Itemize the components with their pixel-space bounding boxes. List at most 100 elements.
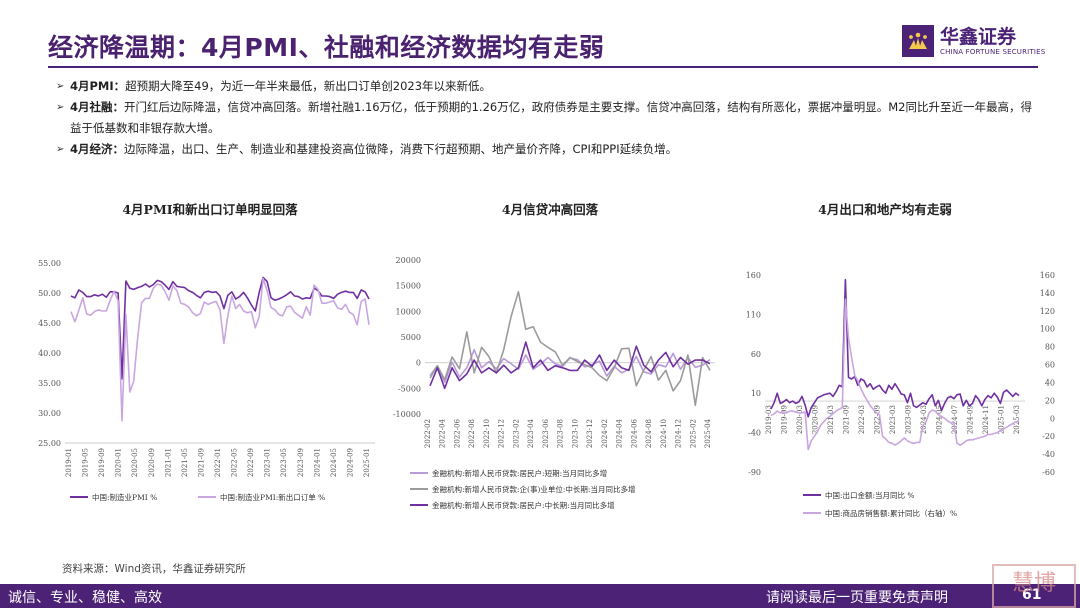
x-tick-label: 2024-01: [313, 448, 321, 477]
x-tick-label: 2024-05: [936, 405, 944, 434]
x-tick-label: 2022-09: [247, 448, 255, 477]
chart1-title: 4月PMI和新出口订单明显回落: [122, 202, 298, 217]
legend-item-corporate-long: 金融机构:新增人民币贷款:企(事)业单位:中长期:当月同比多增: [432, 484, 635, 494]
x-tick-label: 2022-01: [214, 448, 222, 477]
x-tick-label: 2021-09: [843, 405, 851, 434]
bullet-text: 边际降温，出口、生产、制造业和基建投资高位微降，消费下行超预期、地产量价齐降，C…: [124, 142, 678, 156]
y-left-tick-label: 160: [746, 271, 761, 280]
y-right-tick-label: -40: [1042, 450, 1055, 459]
summary-bullets: ➢ 4月PMI：超预期大降至49，为近一年半来最低，新出口订单创2023年以来新低…: [56, 76, 1036, 160]
bullet-text: 超预期大降至49，为近一年半来最低，新出口订单创2023年以来新低。: [125, 79, 492, 93]
x-tick-label: 2022-12: [498, 419, 506, 448]
y-tick-label: 45.00: [38, 319, 61, 328]
bullet-social-financing: ➢ 4月社融：开门红后边际降温，信贷冲高回落。新增社融1.16万亿，低于预期的1.…: [56, 97, 1036, 139]
y-tick-label: 5000: [401, 333, 421, 342]
y-right-tick-label: 160: [1040, 271, 1055, 280]
chart3-title: 4月出口和地产均有走弱: [818, 202, 952, 217]
series-line-1: [70, 277, 370, 422]
title-divider: [48, 66, 1038, 68]
y-right-tick-label: 80: [1045, 343, 1055, 352]
legend-item-new-export-orders: 中国:制造业PMI:新出口订单 %: [220, 492, 325, 502]
bullet-text: 开门红后边际降温，信贷冲高回落。新增社融1.16万亿，低于预期的1.26万亿，政…: [70, 100, 1032, 135]
y-tick-label: 55.00: [38, 259, 61, 268]
chart2-title: 4月信贷冲高回落: [501, 202, 599, 217]
x-tick-label: 2024-04: [616, 418, 624, 448]
x-tick-label: 2022-04: [439, 418, 447, 448]
x-tick-label: 2023-03: [889, 405, 897, 434]
y-tick-label: 30.00: [38, 409, 61, 418]
x-tick-label: 2021-09: [197, 448, 205, 477]
x-tick-label: 2023-09: [905, 405, 913, 434]
series-line-2: [429, 341, 711, 390]
x-tick-label: 2025-03: [1013, 405, 1021, 434]
x-tick-label: 2021-01: [164, 448, 172, 477]
x-tick-label: 2024-06: [630, 418, 638, 448]
bullet-head: 4月社融：: [70, 100, 125, 114]
x-tick-label: 2021-05: [181, 448, 189, 477]
footer-disclaimer: 请阅读最后一页重要免责声明: [766, 590, 948, 606]
x-tick-label: 2024-09: [346, 448, 354, 477]
x-tick-label: 2025-02: [689, 419, 697, 448]
x-tick-label: 2023-10: [571, 419, 579, 448]
bullet-pmi: ➢ 4月PMI：超预期大降至49，为近一年半来最低，新出口订单创2023年以来新低…: [56, 76, 1036, 97]
x-tick-label: 2024-05: [330, 448, 338, 477]
chart-pmi: 55.00 50.00 45.00 40.00 35.00 30.00 25.00 2019-…: [38, 259, 375, 502]
x-tick-label: 2023-06: [542, 418, 550, 448]
series-line-0: [70, 276, 370, 380]
y-tick-label: -10000: [393, 410, 421, 419]
x-tick-label: 2022-08: [468, 419, 476, 448]
x-tick-label: 2019-03: [765, 405, 773, 434]
bullet-arrow-icon: ➢: [56, 102, 65, 113]
series-line-0: [770, 278, 1020, 418]
company-logo: 华鑫证券 CHINA FORTUNE SECURITIES: [902, 22, 1052, 64]
y-left-tick-label: 110: [746, 310, 761, 319]
x-tick-label: 2019-01: [65, 448, 73, 477]
page-number: 61: [1022, 587, 1042, 603]
series-line-1: [770, 298, 1020, 451]
y-right-tick-label: 60: [1045, 361, 1055, 370]
x-tick-label: 2024-12: [675, 419, 683, 448]
page-title: 经济降温期：4月PMI、社融和经济数据均有走弱: [48, 33, 605, 62]
x-tick-label: 2023-12: [586, 419, 594, 448]
x-tick-label: 2022-09: [874, 405, 882, 434]
x-tick-label: 2020-09: [812, 405, 820, 434]
x-tick-label: 2021-03: [827, 405, 835, 434]
y-left-tick-label: 10: [751, 389, 761, 398]
x-tick-label: 2024-07: [951, 405, 959, 434]
x-tick-label: 2022-02: [424, 419, 432, 448]
x-tick-label: 2024-02: [601, 419, 609, 448]
legend-item-household-long: 金融机构:新增人民币贷款:居民户:中长期:当月同比多增: [432, 500, 615, 510]
x-tick-label: 2025-01: [998, 405, 1006, 434]
x-tick-label: 2024-08: [645, 419, 653, 448]
legend-item-household-short: 金融机构:新增人民币贷款:居民户:短期:当月同比多增: [432, 468, 607, 478]
x-tick-label: 2023-01: [264, 448, 272, 477]
x-tick-label: 2024-11: [982, 405, 990, 434]
y-tick-label: 35.00: [38, 379, 61, 388]
y-tick-label: 40.00: [38, 349, 61, 358]
legend-item-property-sales: 中国:商品房销售额:累计同比（右轴）%: [825, 508, 957, 518]
x-tick-label: 2019-05: [82, 448, 90, 477]
x-tick-label: 2025-04: [704, 418, 712, 448]
chart-export-property: 160 110 60 10 -40 -90 160 140 120 100 80 60 40 20 0 -20…: [746, 271, 1055, 518]
y-tick-label: 25.00: [38, 439, 61, 448]
x-tick-label: 2020-05: [131, 448, 139, 477]
x-tick-label: 2023-08: [557, 419, 565, 448]
x-tick-label: 2022-03: [858, 405, 866, 434]
y-tick-label: 15000: [396, 282, 421, 291]
logo-text-en: CHINA FORTUNE SECURITIES: [940, 48, 1046, 56]
x-tick-label: 2023-02: [512, 419, 520, 448]
x-tick-label: 2022-10: [483, 419, 491, 448]
watermark-stamp: 慧博: [992, 564, 1076, 608]
y-right-tick-label: 100: [1040, 325, 1055, 334]
legend-item-export: 中国:出口金额:当月同比 %: [825, 490, 915, 500]
logo-mark-icon: [902, 25, 934, 57]
x-tick-label: 2022-05: [231, 448, 239, 477]
y-right-tick-label: -20: [1042, 432, 1055, 441]
x-tick-label: 2019-09: [98, 448, 106, 477]
y-tick-label: -5000: [398, 384, 421, 393]
series-line-1: [429, 290, 711, 407]
x-tick-label: 2024-03: [920, 405, 928, 434]
y-left-tick-label: 60: [751, 350, 761, 359]
y-right-tick-label: 0: [1050, 414, 1055, 423]
